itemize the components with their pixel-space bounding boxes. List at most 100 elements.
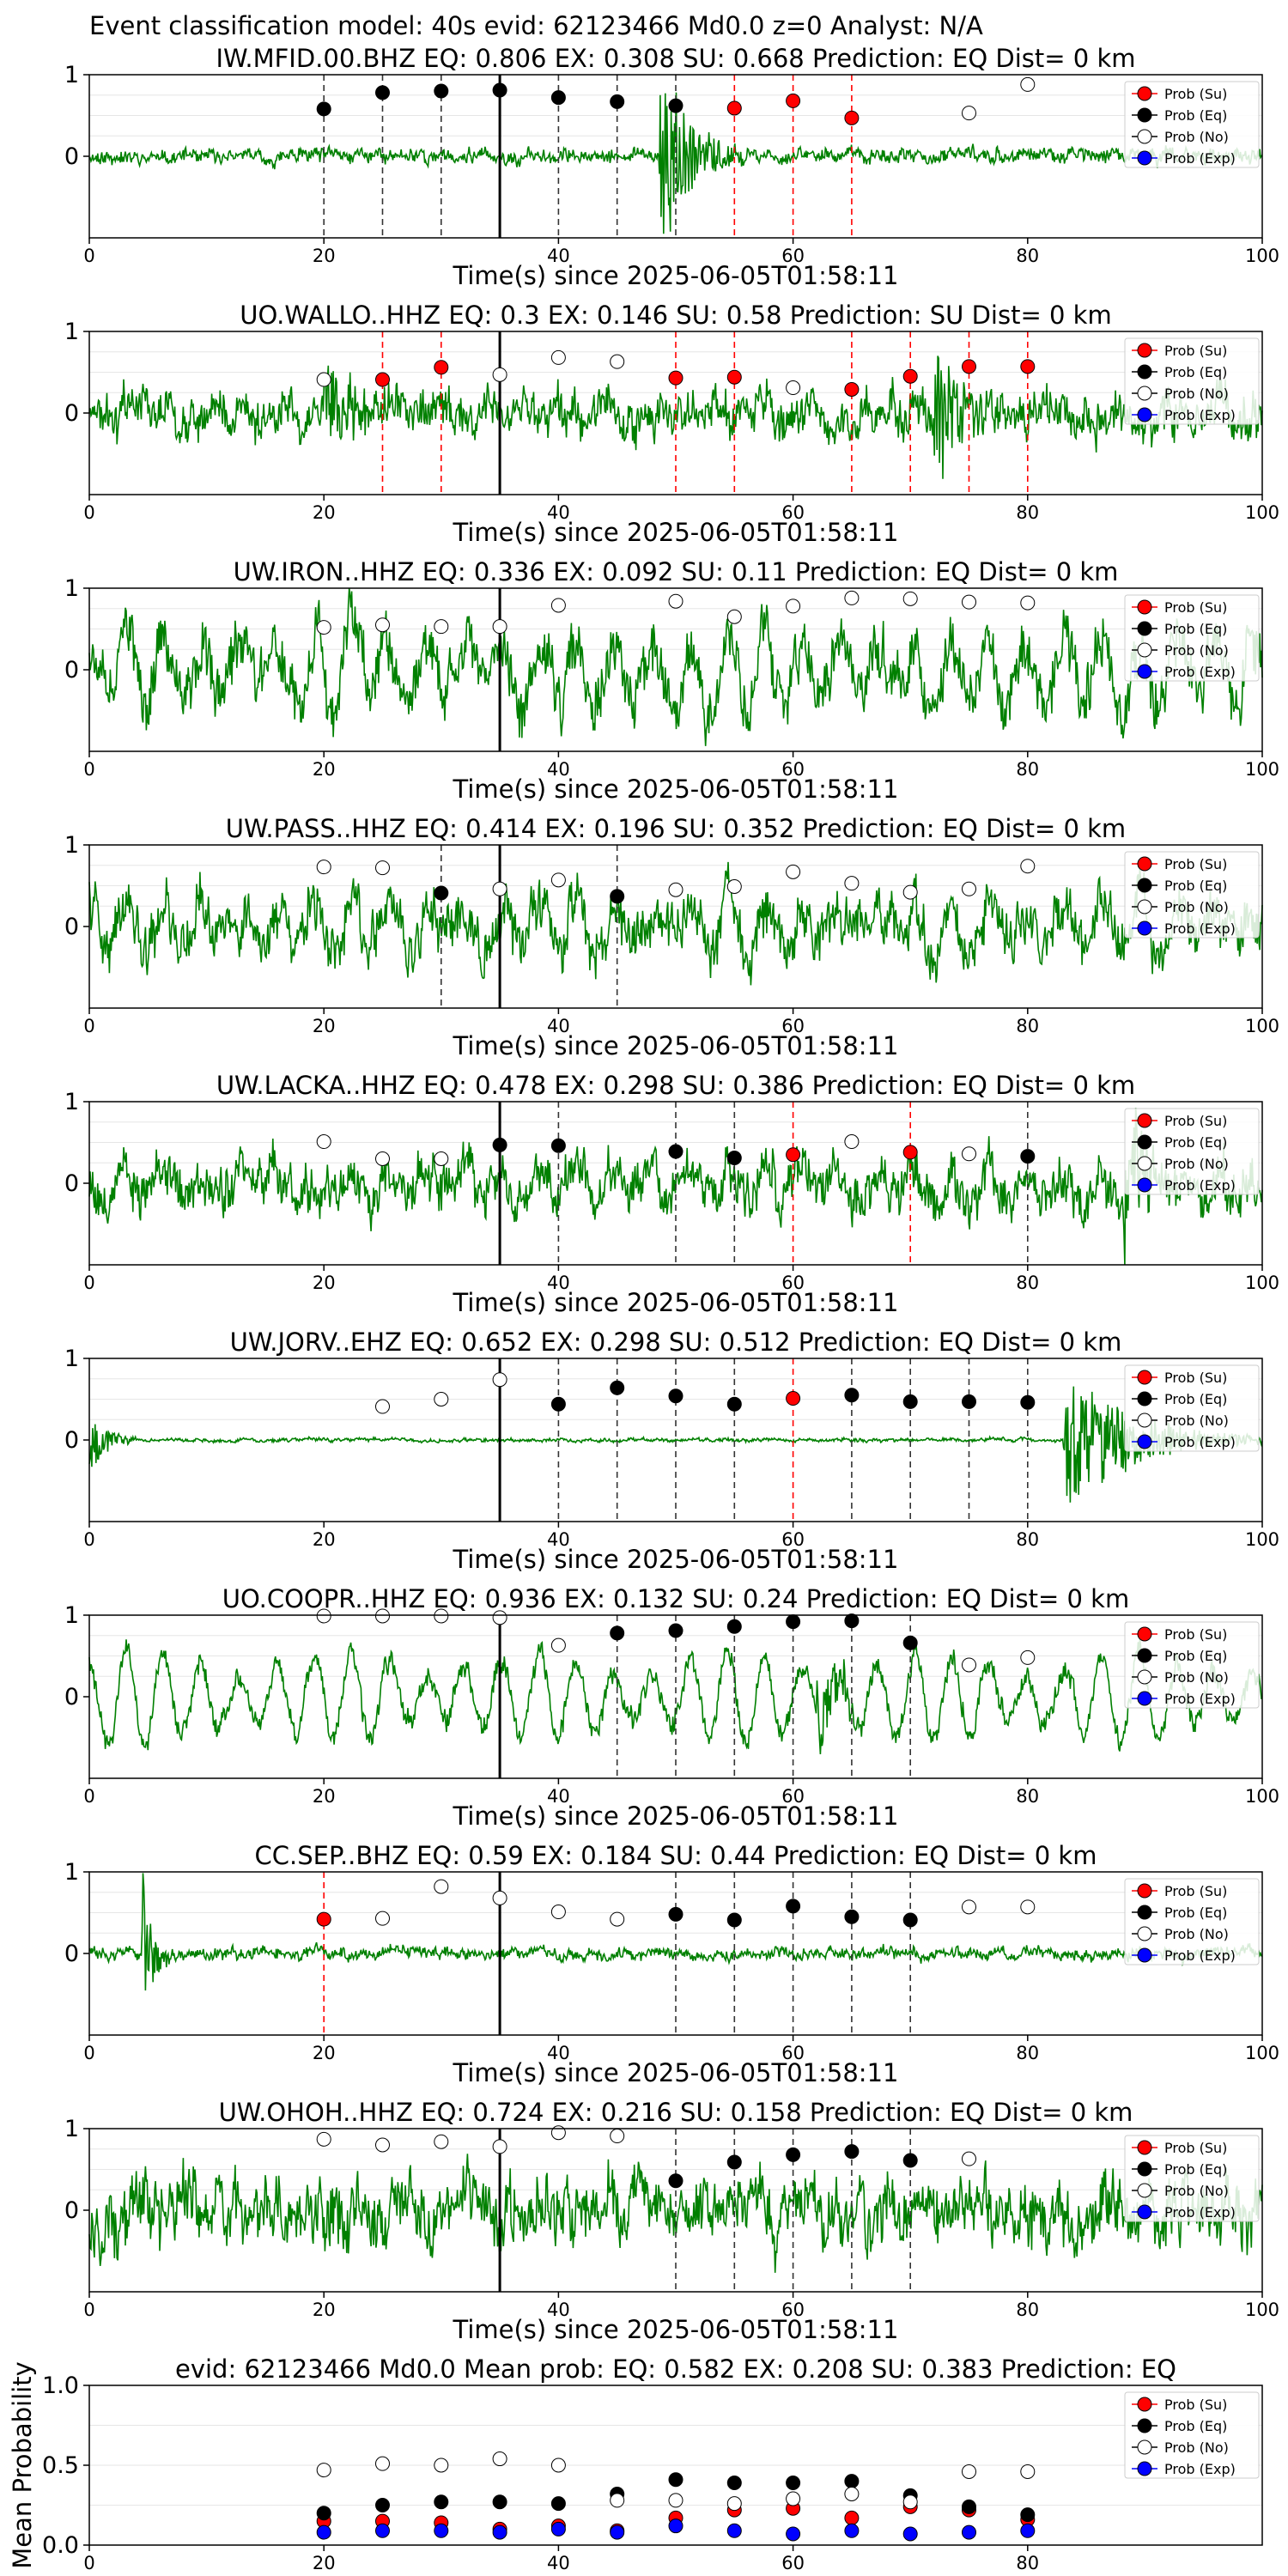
legend-marker-exp: [1137, 150, 1152, 166]
legend-label: Prob (No): [1164, 1669, 1229, 1686]
panel-6: UW.JORV..EHZ EQ: 0.652 EX: 0.298 SU: 0.5…: [64, 1327, 1279, 1574]
x-tick-label: 20: [313, 1786, 336, 1807]
panel-2: UO.WALLO..HHZ EQ: 0.3 EX: 0.146 SU: 0.58…: [64, 301, 1279, 547]
prob-point-no: [375, 860, 390, 876]
prob-point-no: [962, 1657, 976, 1673]
legend-label: Prob (Su): [1164, 2140, 1227, 2156]
legend-marker-su: [1137, 1883, 1152, 1899]
prob-point-eq: [375, 85, 390, 100]
prob-point-eq: [726, 1396, 742, 1412]
panel-title: evid: 62123466 Md0.0 Mean prob: EQ: 0.58…: [175, 2354, 1176, 2384]
prob-point-no: [492, 1890, 507, 1905]
prob-point-no: [962, 1146, 976, 1162]
legend-marker-no: [1137, 642, 1152, 658]
prob-point-no: [1020, 76, 1036, 92]
prob-point-eq: [786, 2147, 801, 2162]
legend-marker-exp: [1137, 1947, 1152, 1963]
legend-marker-su: [1137, 1113, 1152, 1128]
y-tick-label: 0: [64, 914, 79, 940]
legend-label: Prob (Eq): [1164, 1391, 1227, 1407]
legend-marker-no: [1137, 1926, 1152, 1941]
prob-point-su: [726, 369, 742, 385]
prob-point-su: [726, 100, 742, 116]
mean-point-no: [902, 2494, 918, 2510]
mean-point-no: [492, 2451, 507, 2467]
prob-point-no: [844, 1134, 860, 1150]
legend-marker-exp: [1137, 407, 1152, 422]
mean-point-eq: [668, 2472, 683, 2488]
panel-title: UW.IRON..HHZ EQ: 0.336 EX: 0.092 SU: 0.1…: [234, 557, 1119, 586]
legend-label: Prob (Su): [1164, 1883, 1227, 1899]
legend-label: Prob (Exp): [1164, 1434, 1236, 1450]
prob-point-no: [610, 1911, 625, 1927]
panel-title: UW.JORV..EHZ EQ: 0.652 EX: 0.298 SU: 0.5…: [230, 1327, 1122, 1357]
x-tick-label: 20: [313, 2553, 336, 2573]
prob-point-eq: [844, 1909, 860, 1924]
prob-point-eq: [434, 885, 449, 901]
y-tick-label: 1: [64, 832, 79, 859]
legend-label: Prob (Eq): [1164, 621, 1227, 637]
y-tick-label: 1: [64, 1346, 79, 1372]
legend-marker-eq: [1137, 1648, 1152, 1663]
x-tick-label: 0: [83, 1786, 94, 1807]
prob-point-no: [550, 872, 566, 888]
mean-point-exp: [786, 2526, 801, 2542]
legend-label: Prob (No): [1164, 386, 1229, 402]
x-tick-label: 0: [83, 759, 94, 780]
legend-box: [1124, 594, 1260, 682]
legend-label: Prob (Eq): [1164, 2418, 1227, 2434]
legend-label: Prob (Eq): [1164, 878, 1227, 894]
panel-10: evid: 62123466 Md0.0 Mean prob: EQ: 0.58…: [8, 2354, 1263, 2573]
legend-marker-su: [1137, 856, 1152, 872]
legend-marker-no: [1137, 2183, 1152, 2198]
legend-label: Prob (Eq): [1164, 1905, 1227, 1921]
legend-marker-exp: [1137, 2204, 1152, 2220]
legend-marker-su: [1137, 2140, 1152, 2155]
mean-point-no: [316, 2463, 331, 2478]
prob-point-su: [786, 1391, 801, 1406]
prob-point-no: [375, 617, 390, 633]
legend-marker-su: [1137, 343, 1152, 358]
x-tick-label: 40: [547, 1273, 570, 1293]
x-tick-label: 60: [781, 2300, 805, 2320]
prob-point-no: [434, 1151, 449, 1166]
prob-point-no: [316, 1608, 331, 1624]
y-tick-label: 0: [64, 143, 79, 170]
prob-point-eq: [550, 1138, 566, 1153]
prob-point-no: [316, 2131, 331, 2147]
x-tick-label: 0: [83, 1016, 94, 1036]
x-tick-label: 80: [1016, 759, 1039, 780]
prob-point-no: [1020, 1899, 1036, 1915]
prob-point-su: [1020, 359, 1036, 374]
x-tick-label: 20: [313, 2043, 336, 2063]
prob-point-eq: [844, 2144, 860, 2160]
prob-point-no: [492, 619, 507, 635]
mean-point-exp: [844, 2523, 860, 2538]
legend-box: [1124, 1621, 1260, 1709]
prob-point-eq: [786, 1614, 801, 1630]
legend-marker-eq: [1137, 2161, 1152, 2177]
y-tick-label: 1.0: [42, 2372, 79, 2399]
x-tick-label: 80: [1016, 1273, 1039, 1293]
panel-4: UW.PASS..HHZ EQ: 0.414 EX: 0.196 SU: 0.3…: [64, 814, 1279, 1060]
prob-point-no: [434, 1608, 449, 1624]
legend-label: Prob (No): [1164, 1926, 1229, 1942]
prob-point-su: [844, 381, 860, 397]
legend-label: Prob (Su): [1164, 856, 1227, 872]
mean-point-exp: [668, 2518, 683, 2534]
x-tick-label: 100: [1245, 246, 1279, 266]
x-tick-label: 80: [1016, 246, 1039, 266]
prob-point-eq: [316, 101, 331, 117]
prob-point-no: [902, 591, 918, 606]
legend-label: Prob (Su): [1164, 343, 1227, 359]
legend-box: [1124, 1878, 1260, 1965]
x-tick-label: 40: [547, 1529, 570, 1550]
legend-marker-eq: [1137, 2418, 1152, 2433]
prob-point-no: [492, 2139, 507, 2154]
y-tick-label: 0: [64, 1427, 79, 1454]
x-tick-label: 80: [1016, 502, 1039, 523]
legend-marker-no: [1137, 1413, 1152, 1428]
x-axis-label: Time(s) since 2025-06-05T01:58:11: [453, 1288, 899, 1317]
prob-point-no: [902, 884, 918, 900]
prob-point-eq: [902, 2153, 918, 2168]
